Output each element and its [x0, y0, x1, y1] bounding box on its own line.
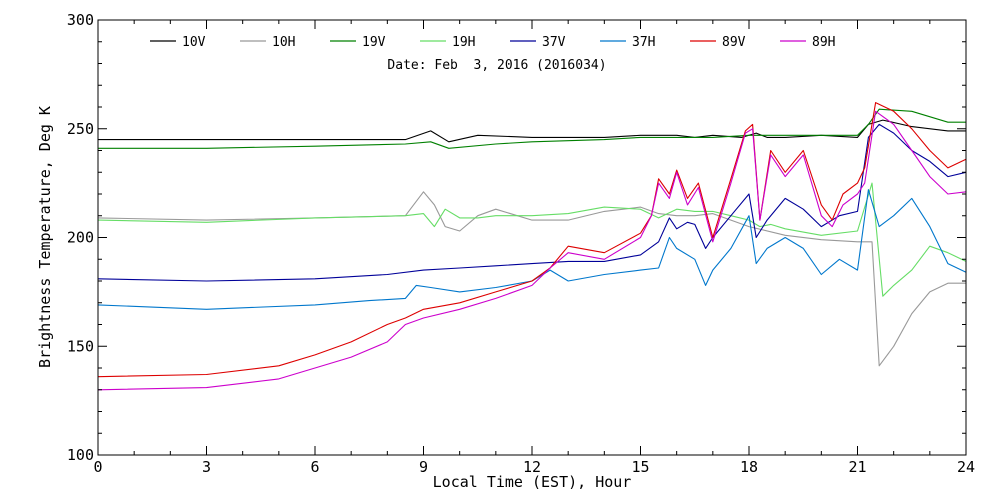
- series-layer: [97, 102, 967, 391]
- legend-label-10h: 10H: [272, 35, 295, 50]
- y-tick-label: 300: [67, 11, 94, 29]
- x-tick-label: 24: [957, 458, 975, 476]
- series-line-89v: [97, 102, 967, 378]
- x-tick-label: 3: [202, 458, 211, 476]
- x-tick-label: 15: [631, 458, 649, 476]
- chart-subtitle: Date: Feb 3, 2016 (2016034): [387, 58, 606, 73]
- legend-label-10v: 10V: [182, 35, 206, 50]
- x-tick-label: 9: [419, 458, 428, 476]
- legend-label-19h: 19H: [452, 35, 475, 50]
- x-tick-label: 21: [848, 458, 866, 476]
- legend-label-89v: 89V: [722, 35, 746, 50]
- legend-label-37v: 37V: [542, 35, 566, 50]
- series-line-19h: [97, 182, 967, 297]
- y-tick-label: 200: [67, 229, 94, 247]
- x-tick-label: 18: [740, 458, 758, 476]
- ticks-layer: 0 3 6 9 12 15 18 21 24 100 150 200 250 300: [67, 11, 975, 476]
- y-axis-label: Brightness Temperature, Deg K: [36, 106, 54, 368]
- x-tick-label: 0: [93, 458, 102, 476]
- y-tick-label: 150: [67, 337, 94, 355]
- y-tick-label: 100: [67, 446, 94, 464]
- legend: 10V 10H 19V 19H 37V 37H 89V 89H: [150, 35, 835, 50]
- x-tick-label: 12: [523, 458, 541, 476]
- series-line-10h: [97, 191, 966, 367]
- y-tick-label: 250: [67, 120, 94, 138]
- legend-label-89h: 89H: [812, 35, 835, 50]
- x-axis-label: Local Time (EST), Hour: [433, 473, 632, 491]
- legend-label-19v: 19V: [362, 35, 386, 50]
- series-line-37h: [97, 189, 967, 310]
- series-line-37v: [97, 123, 967, 282]
- series-line-89h: [97, 110, 967, 391]
- legend-label-37h: 37H: [632, 35, 655, 50]
- x-tick-label: 6: [310, 458, 319, 476]
